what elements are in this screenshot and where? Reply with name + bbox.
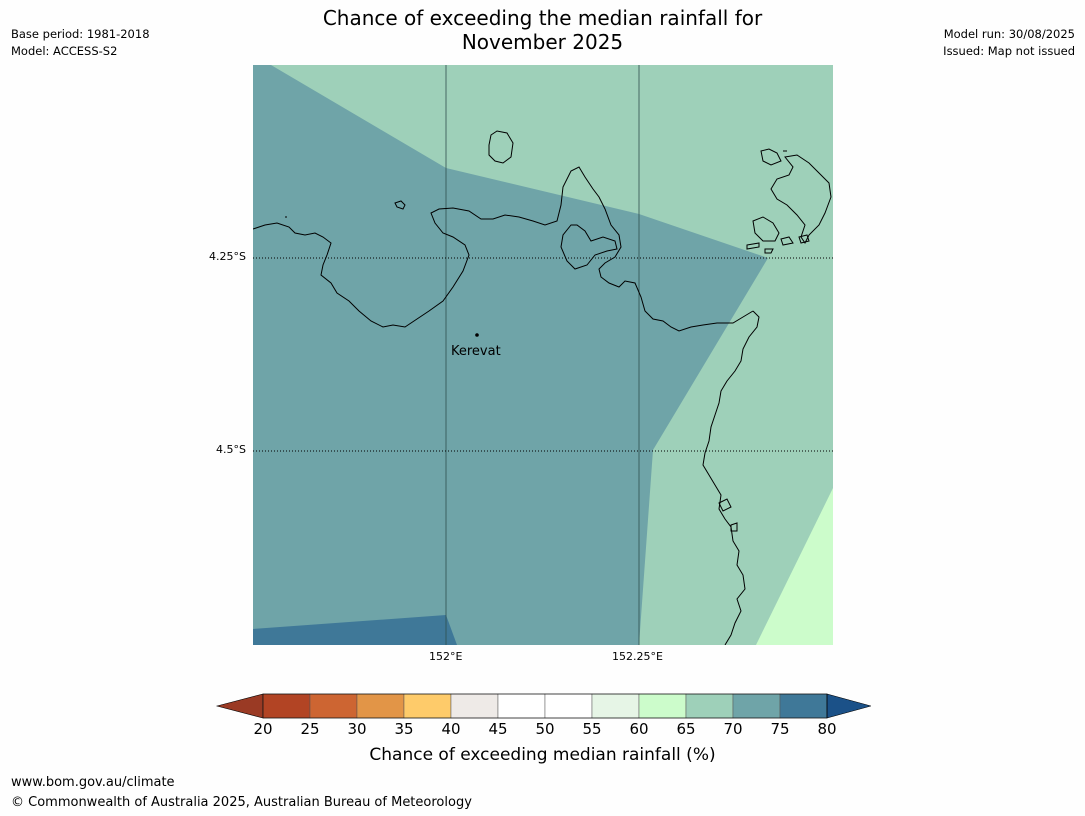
colorbar-tick-label: 25 — [300, 720, 320, 738]
coastline — [253, 130, 832, 645]
colorbar-box — [403, 693, 452, 719]
title-line-2: November 2025 — [461, 30, 624, 54]
colorbar-box — [356, 693, 405, 719]
kerevat-label: Kerevat — [451, 344, 501, 359]
model-text: Model: ACCESS-S2 — [11, 44, 118, 58]
colorbar-box — [638, 693, 687, 719]
colorbar-tick-label: 60 — [629, 720, 649, 738]
region-75-80 — [253, 615, 457, 645]
footer-url[interactable]: www.bom.gov.au/climate — [11, 775, 175, 790]
issued-text: Issued: Map not issued — [943, 44, 1075, 58]
footer-copyright: © Commonwealth of Australia 2025, Austra… — [11, 795, 472, 810]
colorbar-tick-label: 20 — [253, 720, 273, 738]
colorbar-box — [450, 693, 499, 719]
colorbar-label: Chance of exceeding median rainfall (%) — [369, 745, 716, 765]
colorbar-box — [685, 693, 734, 719]
colorbar — [215, 693, 871, 719]
colorbar-tick-label: 70 — [723, 720, 743, 738]
colorbar-box — [262, 693, 311, 719]
lat-tick-4-25: 4.25°S — [209, 250, 246, 263]
colorbar-under-arrow — [215, 693, 264, 719]
meta-left: Base period: 1981-2018 Model: ACCESS-S2 — [11, 26, 150, 60]
colorbar-tick-label: 65 — [676, 720, 696, 738]
colorbar-tick-label: 80 — [817, 720, 837, 738]
lon-tick-152-25: 152.25°E — [612, 650, 663, 663]
colorbar-outline — [262, 693, 828, 719]
region-60-65 — [756, 488, 833, 645]
colorbar-box — [544, 693, 593, 719]
colorbar-over-arrow — [826, 693, 871, 719]
rainfall-map[interactable]: Kerevat — [253, 65, 833, 645]
colorbar-tick-label: 75 — [770, 720, 790, 738]
colorbar-box — [497, 693, 546, 719]
colorbar-tick-label: 35 — [394, 720, 414, 738]
model-run-text: Model run: 30/08/2025 — [943, 27, 1075, 41]
colorbar-tick-label: 30 — [347, 720, 367, 738]
lon-tick-152: 152°E — [429, 650, 463, 663]
colorbar-box — [591, 693, 640, 719]
meta-right: Model run: 30/08/2025 Issued: Map not is… — [943, 26, 1075, 60]
colorbar-tick-label: 55 — [582, 720, 602, 738]
colorbar-tick-label: 50 — [535, 720, 555, 738]
lat-tick-4-5: 4.5°S — [216, 443, 246, 456]
colorbar-tick-label: 45 — [488, 720, 508, 738]
colorbar-box — [309, 693, 358, 719]
colorbar-box — [732, 693, 781, 719]
base-period-text: Base period: 1981-2018 — [11, 27, 150, 41]
kerevat-marker — [475, 333, 479, 337]
map-title: Chance of exceeding the median rainfall … — [0, 6, 1085, 54]
colorbar-tick-label: 40 — [441, 720, 461, 738]
title-line-1: Chance of exceeding the median rainfall … — [322, 6, 763, 30]
colorbar-box — [779, 693, 828, 719]
